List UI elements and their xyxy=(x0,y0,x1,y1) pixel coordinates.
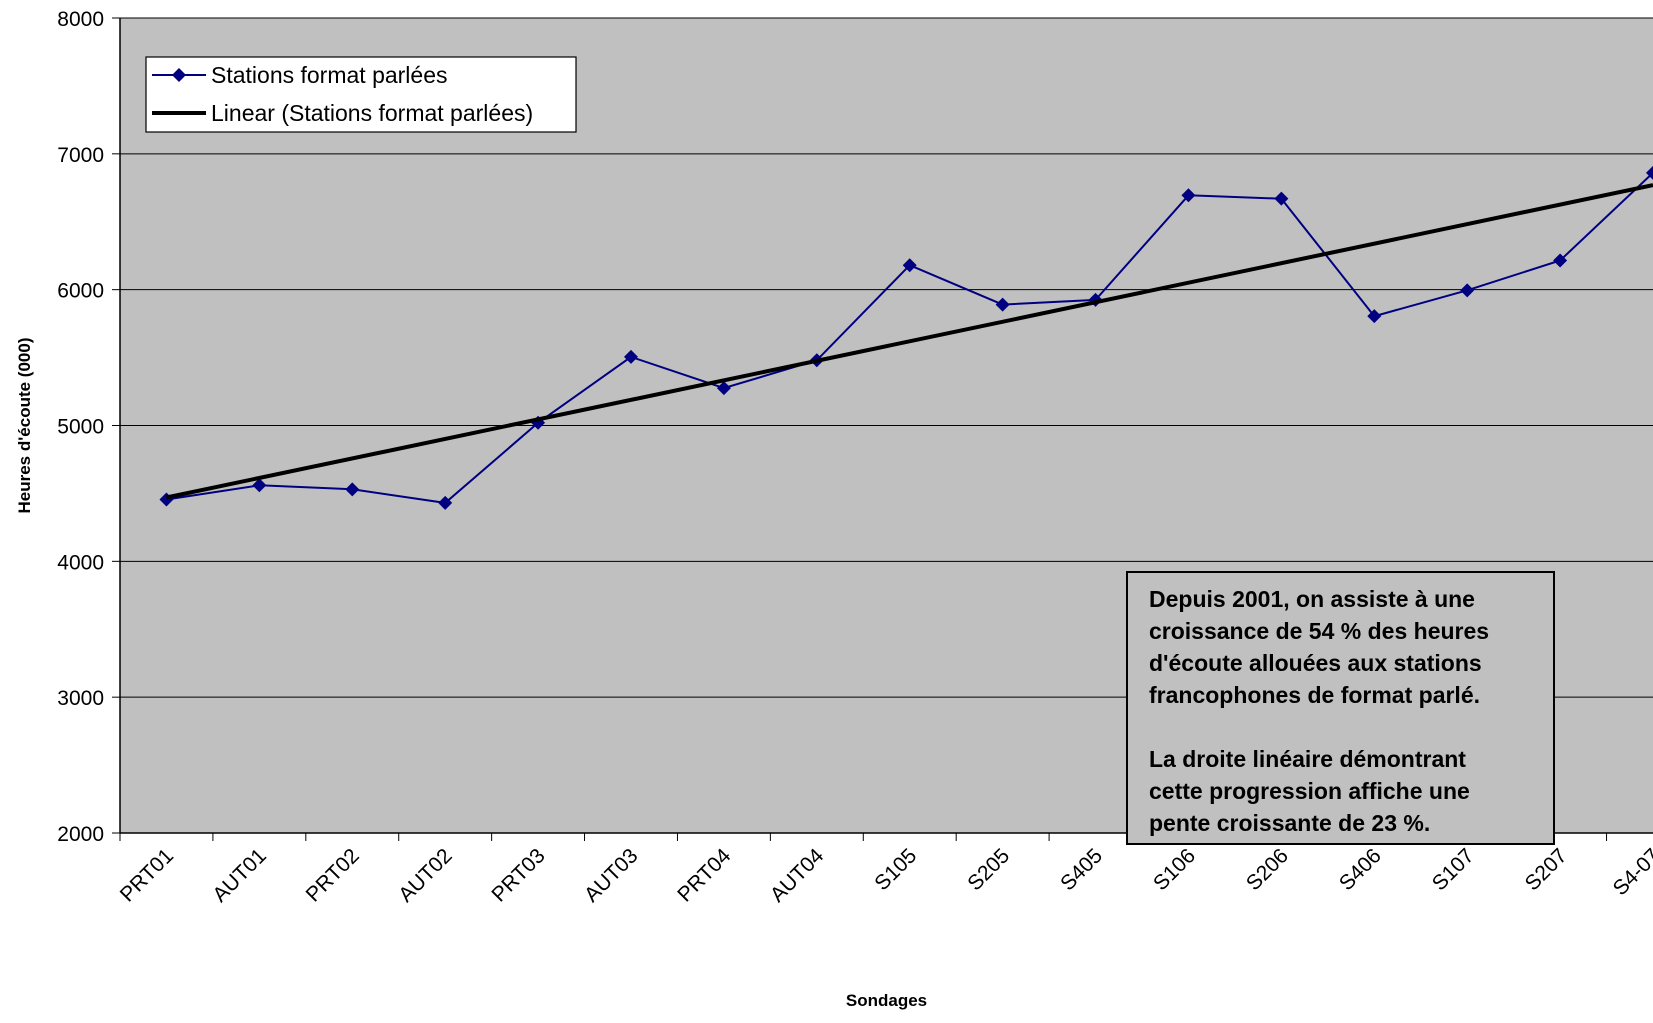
legend-series-label: Stations format parlées xyxy=(211,62,448,88)
x-tick-label: AUT02 xyxy=(394,844,456,906)
x-tick-label: PRT02 xyxy=(302,844,364,906)
y-tick-label: 6000 xyxy=(57,280,104,303)
x-tick-label: PRT01 xyxy=(116,844,178,906)
x-tick-label: PRT03 xyxy=(487,844,549,906)
y-tick-label: 3000 xyxy=(57,687,104,710)
annotation-line: d'écoute allouées aux stations xyxy=(1149,650,1482,676)
y-axis-title: Heures d'écoute (000) xyxy=(15,338,34,514)
x-axis-title: Sondages xyxy=(846,991,927,1010)
annotation-line: pente croissante de 23 %. xyxy=(1149,810,1430,836)
annotation-box: Depuis 2001, on assiste à une croissance … xyxy=(1127,572,1554,844)
annotation-line: cette progression affiche une xyxy=(1149,778,1470,804)
y-tick-label: 7000 xyxy=(57,144,104,167)
legend: Stations format parlées Linear (Stations… xyxy=(146,57,576,132)
annotation-line: croissance de 54 % des heures xyxy=(1149,618,1489,644)
x-tick-label: S107 xyxy=(1428,844,1479,895)
x-tick-label: S205 xyxy=(963,844,1014,895)
x-tick-label: S206 xyxy=(1242,844,1293,895)
x-tick-label: S207 xyxy=(1521,844,1572,895)
y-tick-label: 5000 xyxy=(57,416,104,439)
y-axis-ticks: 2000 3000 4000 5000 6000 7000 8000 xyxy=(57,8,120,846)
legend-trendline-label: Linear (Stations format parlées) xyxy=(211,100,533,126)
x-tick-label: S406 xyxy=(1335,844,1386,895)
y-tick-label: 4000 xyxy=(57,551,104,574)
annotation-line: francophones de format parlé. xyxy=(1149,682,1480,708)
annotation-line: La droite linéaire démontrant xyxy=(1149,746,1466,772)
x-tick-label: AUT04 xyxy=(766,844,829,907)
y-tick-label: 2000 xyxy=(57,823,104,846)
x-tick-label: S106 xyxy=(1149,844,1200,895)
x-tick-label: S4-07 xyxy=(1609,844,1653,900)
annotation-line: Depuis 2001, on assiste à une xyxy=(1149,586,1475,612)
x-tick-label: PRT04 xyxy=(673,844,735,906)
x-tick-label: AUT03 xyxy=(580,844,642,906)
x-tick-label: S105 xyxy=(870,844,921,895)
x-tick-label: S405 xyxy=(1056,844,1107,895)
x-tick-label: AUT01 xyxy=(208,844,270,906)
y-tick-label: 8000 xyxy=(57,8,104,31)
